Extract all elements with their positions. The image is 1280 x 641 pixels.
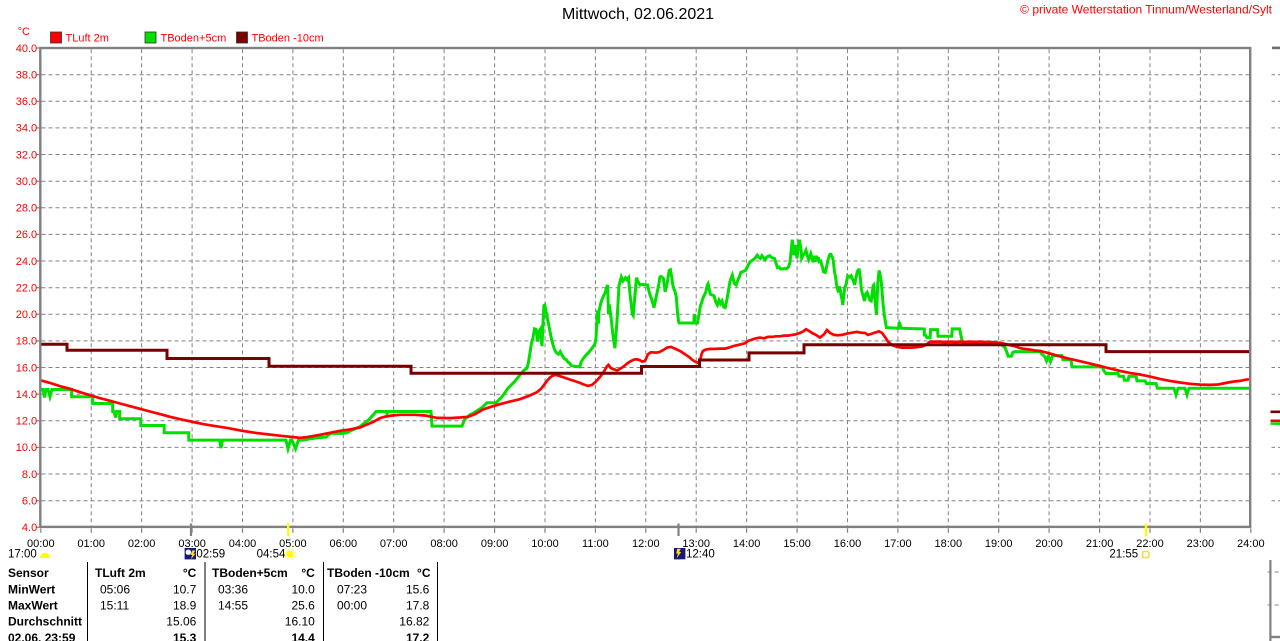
svg-text:10.7: 10.7 [173, 582, 197, 596]
svg-text:12:40: 12:40 [686, 549, 715, 561]
svg-text:24.0: 24.0 [16, 256, 37, 268]
svg-text:21:00: 21:00 [1086, 538, 1114, 550]
svg-text:15.3: 15.3 [173, 631, 197, 641]
svg-text:12.0: 12.0 [16, 416, 37, 428]
svg-text:14:55: 14:55 [218, 598, 248, 612]
svg-text:17:00: 17:00 [884, 538, 912, 550]
svg-text:15:11: 15:11 [100, 598, 129, 612]
svg-text:05:00: 05:00 [279, 538, 307, 550]
svg-text:TBoden+5cm: TBoden+5cm [212, 566, 288, 580]
svg-text:26.0: 26.0 [16, 229, 37, 241]
svg-text:Durchschnitt: Durchschnitt [8, 614, 82, 628]
svg-text:10.0: 10.0 [291, 582, 315, 596]
svg-text:00:00: 00:00 [27, 538, 55, 550]
svg-text:14.4: 14.4 [291, 631, 315, 641]
svg-text:32.0: 32.0 [16, 149, 37, 161]
svg-text:07:23: 07:23 [337, 582, 367, 596]
svg-text:14:00: 14:00 [733, 538, 761, 550]
svg-text:23:00: 23:00 [1187, 538, 1215, 550]
svg-text:16.10: 16.10 [285, 614, 315, 628]
svg-text:11:00: 11:00 [582, 538, 609, 550]
svg-text:00:00: 00:00 [337, 598, 367, 612]
svg-text:05:06: 05:06 [100, 582, 130, 596]
svg-text:20.0: 20.0 [16, 309, 37, 321]
svg-text:Mittwoch, 02.06.2021: Mittwoch, 02.06.2021 [562, 6, 714, 23]
svg-text:15:00: 15:00 [783, 538, 811, 550]
svg-text:15.6: 15.6 [406, 582, 430, 596]
svg-text:10.0: 10.0 [16, 442, 37, 454]
svg-text:17:00: 17:00 [8, 549, 37, 561]
svg-text:06:00: 06:00 [330, 538, 358, 550]
svg-text:18.0: 18.0 [16, 336, 37, 348]
svg-text:14.0: 14.0 [16, 389, 37, 401]
svg-text:TLuft 2m: TLuft 2m [66, 33, 109, 45]
svg-text:MaxWert: MaxWert [8, 598, 58, 612]
svg-text:4.0: 4.0 [22, 522, 37, 534]
svg-text:34.0: 34.0 [16, 123, 37, 135]
svg-text:02.06. 23:59: 02.06. 23:59 [8, 631, 76, 641]
svg-text:6.0: 6.0 [22, 496, 37, 508]
svg-text:24:00: 24:00 [1237, 538, 1265, 550]
svg-text:TBoden -10cm: TBoden -10cm [327, 566, 410, 580]
svg-text:18.9: 18.9 [173, 598, 197, 612]
svg-text:08:00: 08:00 [430, 538, 458, 550]
svg-text:04:00: 04:00 [229, 538, 257, 550]
svg-text:17.2: 17.2 [406, 631, 430, 641]
svg-text:Sensor: Sensor [8, 566, 49, 580]
svg-text:40.0: 40.0 [16, 43, 37, 55]
svg-text:36.0: 36.0 [16, 96, 37, 108]
svg-text:25.6: 25.6 [291, 598, 315, 612]
svg-text:21:55: 21:55 [1109, 549, 1138, 561]
svg-text:MinWert: MinWert [8, 582, 55, 596]
svg-text:TBoden -10cm: TBoden -10cm [252, 33, 324, 45]
svg-text:TLuft 2m: TLuft 2m [95, 566, 146, 580]
svg-text:03:36: 03:36 [218, 582, 248, 596]
svg-text:15.06: 15.06 [166, 614, 196, 628]
svg-text:°C: °C [18, 26, 30, 38]
svg-text:04:54: 04:54 [257, 549, 286, 561]
svg-text:17.8: 17.8 [406, 598, 430, 612]
svg-text:03:00: 03:00 [178, 538, 206, 550]
svg-text:09:00: 09:00 [481, 538, 509, 550]
svg-text:°C: °C [417, 566, 431, 580]
svg-text:20:00: 20:00 [1035, 538, 1063, 550]
svg-text:°C: °C [301, 566, 315, 580]
svg-text:12:00: 12:00 [632, 538, 660, 550]
svg-text:38.0: 38.0 [16, 70, 37, 82]
svg-text:01:00: 01:00 [77, 538, 105, 550]
svg-text:22:00: 22:00 [1136, 538, 1164, 550]
svg-text:22.0: 22.0 [16, 283, 37, 295]
svg-text:16:00: 16:00 [834, 538, 862, 550]
svg-text:28.0: 28.0 [16, 203, 37, 215]
svg-text:02:00: 02:00 [128, 538, 156, 550]
svg-text:02:59: 02:59 [196, 549, 225, 561]
svg-text:16.82: 16.82 [399, 614, 429, 628]
svg-text:30.0: 30.0 [16, 176, 37, 188]
svg-text:°C: °C [183, 566, 197, 580]
svg-text:TBoden+5cm: TBoden+5cm [161, 33, 227, 45]
svg-text:10:00: 10:00 [531, 538, 559, 550]
svg-text:07:00: 07:00 [380, 538, 408, 550]
svg-text:8.0: 8.0 [22, 469, 37, 481]
svg-text:16.0: 16.0 [16, 362, 37, 374]
svg-text:13:00: 13:00 [682, 538, 710, 550]
svg-text:19:00: 19:00 [985, 538, 1013, 550]
svg-text:18:00: 18:00 [935, 538, 963, 550]
svg-text:© private Wetterstation Tinnum: © private Wetterstation Tinnum/Westerlan… [1020, 3, 1273, 17]
